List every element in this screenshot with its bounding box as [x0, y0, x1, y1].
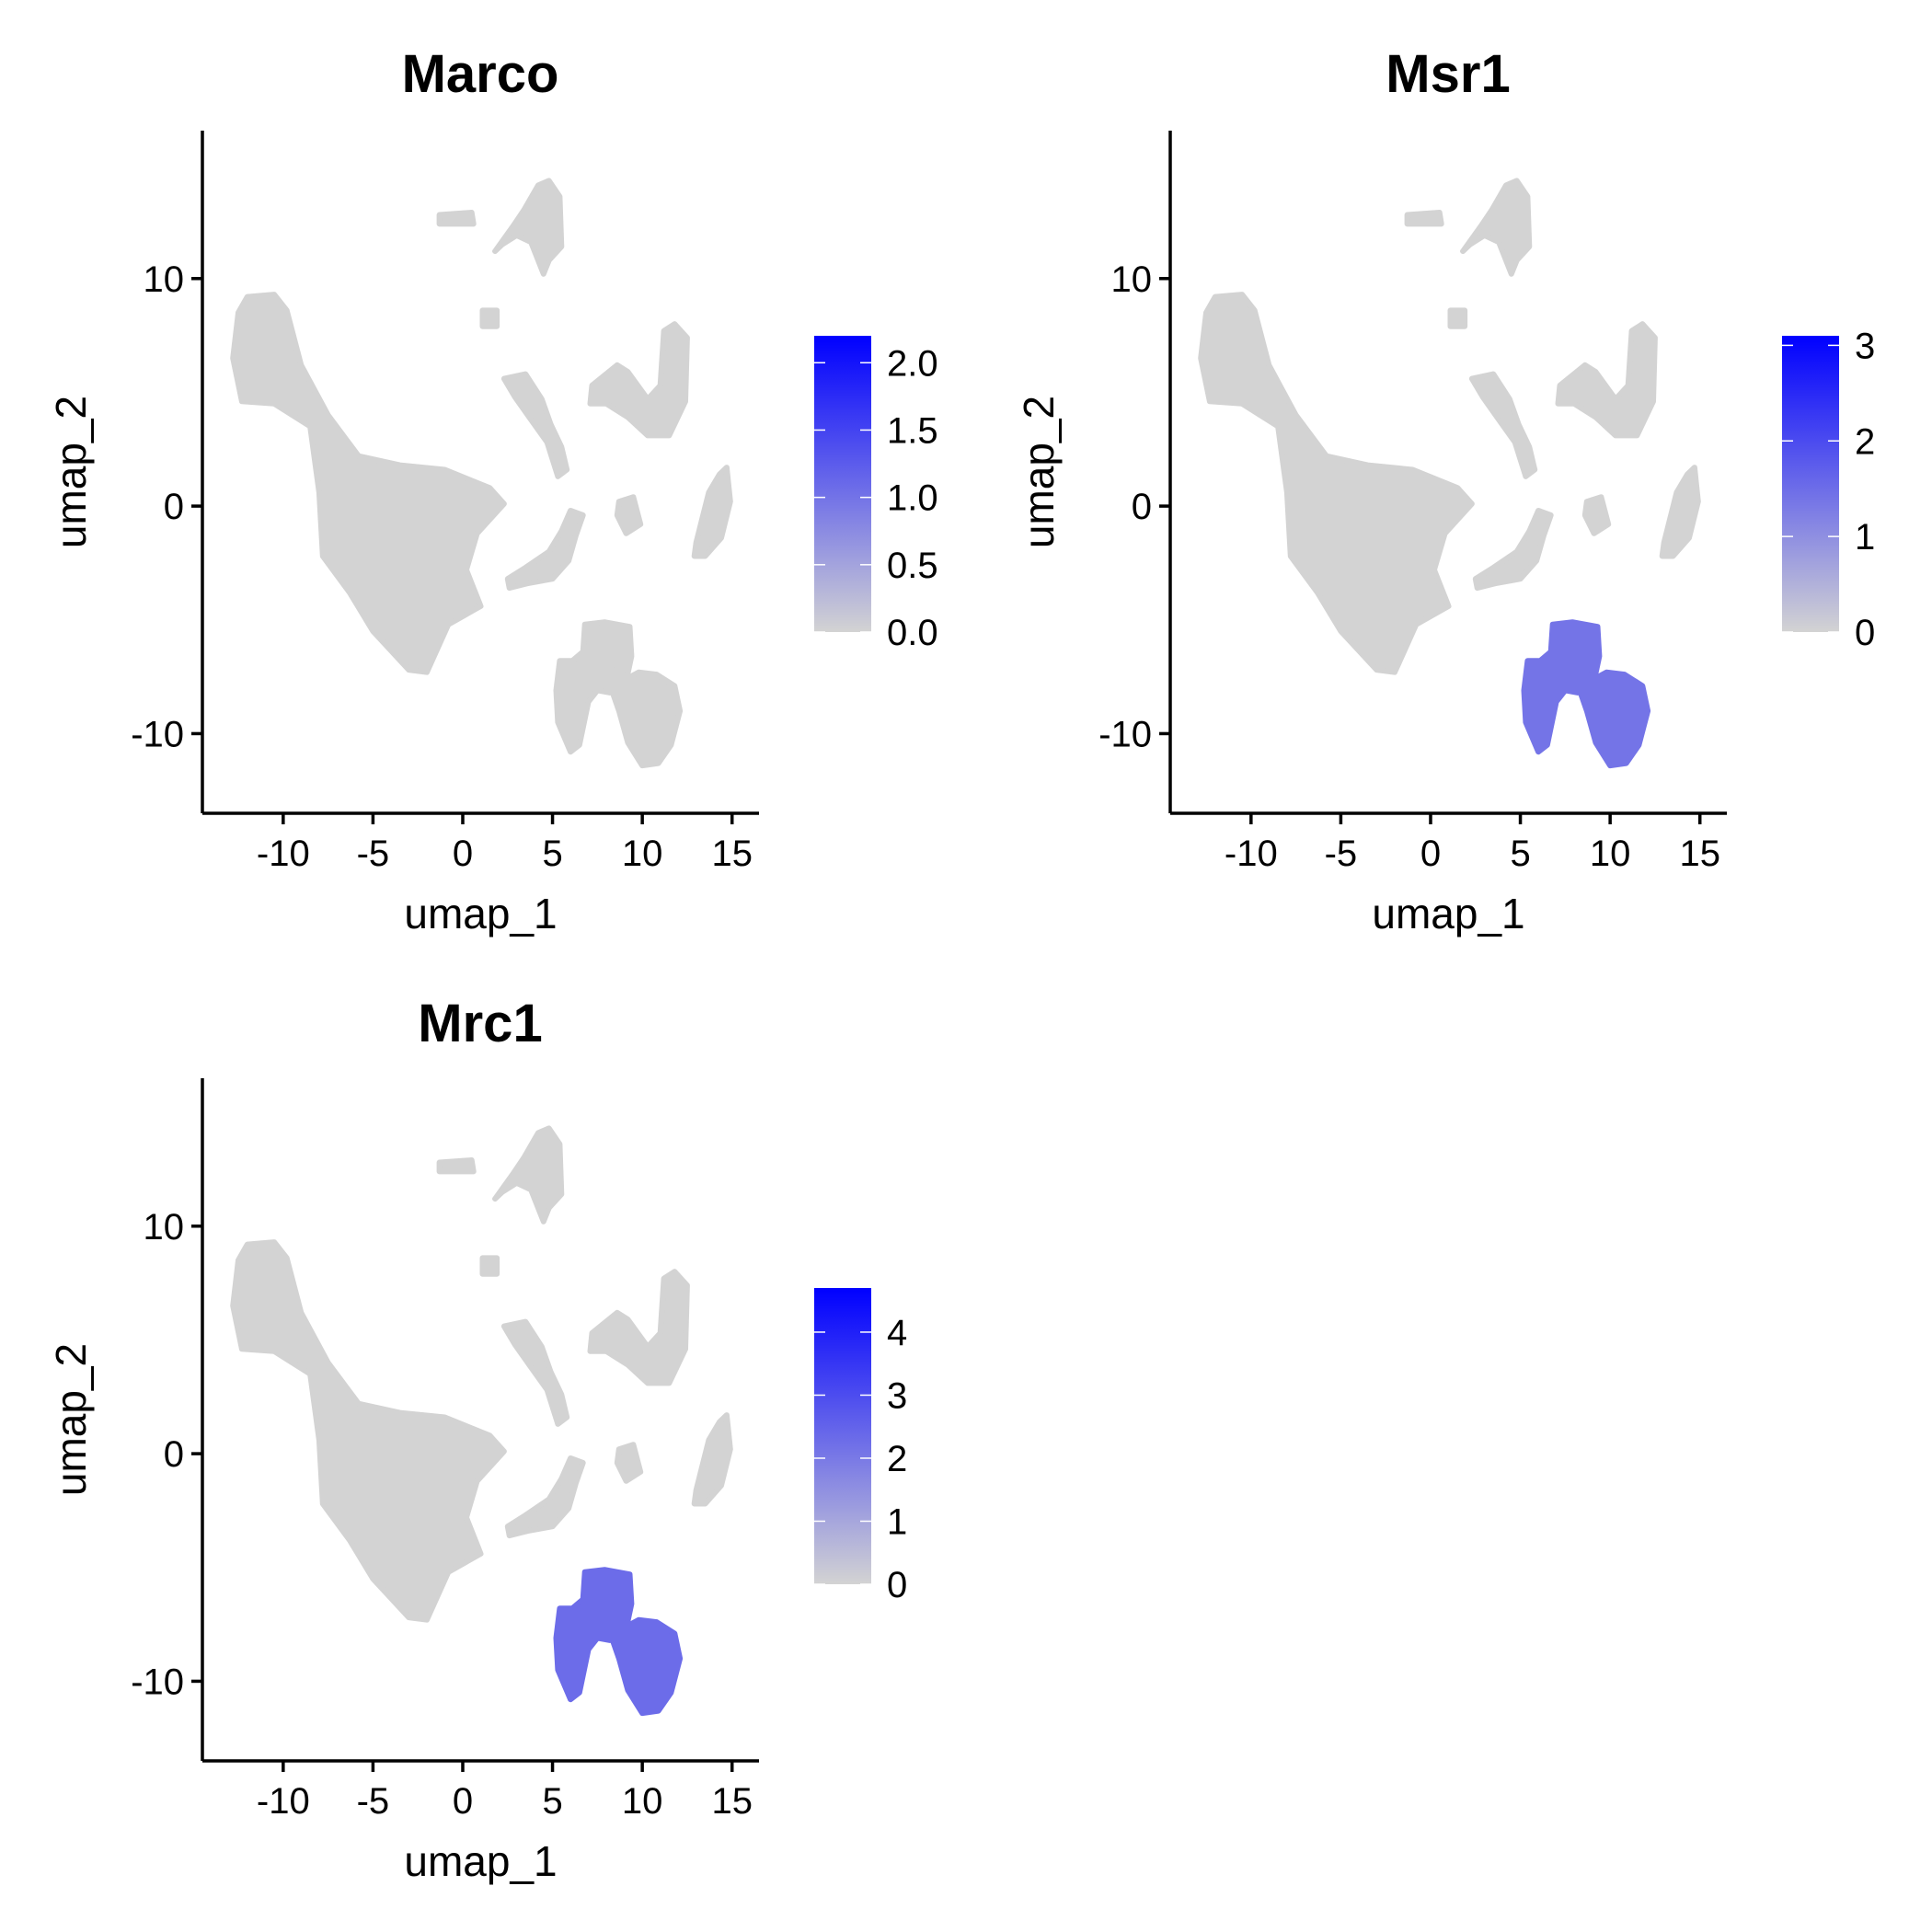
cluster-farRight: [1659, 465, 1701, 559]
x-tick-label: 0: [1420, 834, 1441, 874]
colorbar: [814, 336, 871, 632]
colorbar-label: 2: [1855, 421, 1875, 462]
colorbar-label: 0.5: [887, 546, 938, 586]
cluster-macroA: [553, 1567, 635, 1703]
colorbar-label: 0: [887, 1565, 907, 1605]
x-tick-label: -5: [357, 1781, 390, 1822]
panel-title: Mrc1: [418, 994, 542, 1053]
cluster-midTiny: [1581, 494, 1612, 536]
x-tick-label: 10: [622, 834, 663, 874]
panel-title: Msr1: [1386, 44, 1510, 104]
x-tick-label: -10: [1225, 834, 1278, 874]
cluster-rightBand: [1555, 321, 1658, 439]
x-axis-label: umap_1: [1372, 890, 1524, 937]
colorbar-label: 4: [887, 1313, 907, 1353]
x-tick-label: 5: [542, 834, 562, 874]
colorbar-label: 3: [887, 1375, 907, 1416]
cluster-macroB: [609, 667, 684, 769]
x-tick-label: -10: [257, 834, 310, 874]
cell-clusters: [1198, 178, 1701, 769]
cell-clusters: [230, 178, 733, 769]
cluster-tinyA: [479, 307, 500, 329]
x-tick-label: 15: [711, 1781, 753, 1822]
colorbar: [814, 1288, 871, 1584]
x-tick-label: 15: [1679, 834, 1720, 874]
colorbar-label: 2: [887, 1439, 907, 1479]
x-tick-label: 5: [1510, 834, 1530, 874]
y-axis-label: umap_2: [47, 396, 95, 548]
colorbar-label: 1.5: [887, 410, 938, 451]
colorbar-label: 0: [1855, 613, 1875, 653]
cluster-midTiny: [614, 494, 644, 536]
y-tick-label: -10: [1098, 714, 1152, 754]
colorbar: [1782, 336, 1839, 632]
x-tick-label: 5: [542, 1781, 562, 1822]
cluster-farRight: [691, 465, 733, 559]
x-tick-label: -10: [257, 1781, 310, 1822]
colorbar-label: 3: [1855, 326, 1875, 366]
cluster-midA: [500, 1318, 570, 1427]
cell-clusters: [230, 1125, 733, 1717]
umap-panel-1: Marco -10 -5 0 5 10 15 -10 0 10 umap_1 umap_2 0.0 0.5…: [47, 44, 938, 937]
colorbar-label: 1: [1855, 517, 1875, 558]
cluster-big: [1198, 292, 1475, 675]
x-tick-label: -5: [1325, 834, 1358, 874]
cluster-big: [230, 292, 507, 675]
y-axis-label: umap_2: [47, 1343, 95, 1496]
x-tick-label: 10: [1590, 834, 1631, 874]
x-axis-label: umap_1: [404, 1837, 557, 1885]
cluster-midTiny: [614, 1442, 644, 1484]
umap-panel-3: Mrc1 -10 -5 0 5 10 15 -10 0 10 umap_1 umap_2 0 1 2 3 4: [47, 994, 907, 1885]
cluster-tinyA: [1447, 307, 1468, 329]
y-tick-label: -10: [131, 1662, 184, 1702]
colorbar-label: 1: [887, 1501, 907, 1542]
colorbar-label: 1.0: [887, 478, 938, 519]
cluster-macroA: [553, 619, 635, 755]
cluster-midA: [500, 371, 570, 479]
cluster-midBranch: [1472, 508, 1554, 592]
cluster-midA: [1468, 371, 1538, 479]
x-tick-label: 0: [453, 834, 473, 874]
cluster-topLeftSmall: [1404, 210, 1444, 227]
colorbar-label: 2.0: [887, 343, 938, 384]
umap-panel-2: Msr1 -10 -5 0 5 10 15 -10 0 10 umap_1 umap_2 0 1 2 3: [1015, 44, 1875, 937]
cluster-topLeftSmall: [436, 210, 477, 227]
cluster-topRight: [492, 1125, 565, 1225]
colorbar-label: 0.0: [887, 613, 938, 653]
y-tick-label: 0: [1132, 487, 1152, 527]
cluster-topRight: [1460, 178, 1533, 277]
x-tick-label: 15: [711, 834, 753, 874]
cluster-big: [230, 1239, 507, 1623]
cluster-midBranch: [504, 508, 586, 592]
y-axis-label: umap_2: [1015, 396, 1063, 548]
cluster-rightBand: [587, 1269, 690, 1386]
y-tick-label: 10: [144, 1207, 185, 1248]
x-axis-label: umap_1: [404, 890, 557, 937]
y-tick-label: 0: [164, 487, 184, 527]
cluster-topRight: [492, 178, 565, 277]
cluster-rightBand: [587, 321, 690, 439]
cluster-farRight: [691, 1412, 733, 1507]
x-tick-label: -5: [357, 834, 390, 874]
panel-title: Marco: [402, 44, 559, 104]
cluster-tinyA: [479, 1255, 500, 1277]
cluster-topLeftSmall: [436, 1157, 477, 1175]
x-tick-label: 10: [622, 1781, 663, 1822]
x-tick-label: 0: [453, 1781, 473, 1822]
y-tick-label: -10: [131, 714, 184, 754]
y-tick-label: 10: [1111, 259, 1153, 300]
cluster-midBranch: [504, 1455, 586, 1539]
cluster-macroA: [1521, 619, 1603, 755]
y-tick-label: 10: [144, 259, 185, 300]
cluster-macroB: [1577, 667, 1651, 769]
y-tick-label: 0: [164, 1434, 184, 1475]
cluster-macroB: [609, 1615, 684, 1717]
